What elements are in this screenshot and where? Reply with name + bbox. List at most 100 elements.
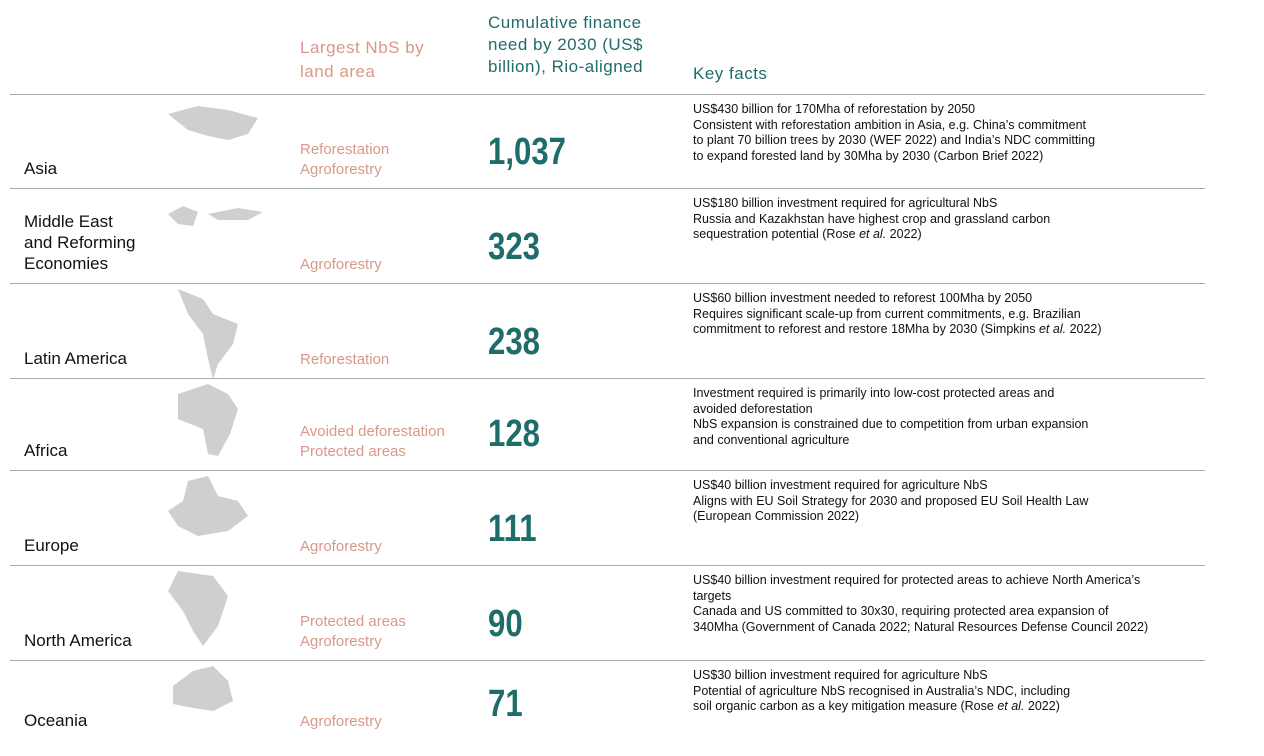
region-line: and Reforming — [24, 233, 136, 252]
fact-emphasis: et al. — [997, 699, 1025, 713]
finance-value: 323 — [488, 226, 540, 268]
fact-text: US$180 billion investment required for a… — [693, 196, 998, 210]
fact-text: Russia and Kazakhstan have highest crop … — [693, 211, 1051, 226]
nbs-item: Protected areas — [300, 613, 406, 630]
finance-value: 71 — [488, 683, 523, 725]
region-line: Africa — [24, 441, 68, 460]
row-rule — [10, 565, 1205, 566]
fact-text: to expand forested land by 30Mha by 2030… — [693, 148, 1044, 163]
fact-line: to expand forested land by 30Mha by 2030… — [693, 149, 1095, 165]
key-facts: US$40 billion investment required for ag… — [693, 478, 1088, 525]
fact-text: avoided deforestation — [693, 401, 813, 416]
fact-text: 2022) — [1024, 699, 1060, 713]
row-rule — [10, 188, 1205, 189]
region-name: Asia — [24, 158, 57, 179]
region-name: Oceania — [24, 710, 87, 731]
region-line: Europe — [24, 536, 79, 555]
fact-text: targets — [693, 588, 732, 603]
fact-text: Aligns with EU Soil Strategy for 2030 an… — [693, 493, 1089, 508]
key-facts: US$430 billion for 170Mha of reforestati… — [693, 102, 1095, 164]
header-facts: Key facts — [693, 64, 768, 83]
fact-text: Consistent with reforestation ambition i… — [693, 117, 1087, 132]
fact-text: to plant 70 billion trees by 2030 (WEF 2… — [693, 133, 1096, 147]
fact-text: US$30 billion investment required for ag… — [693, 668, 988, 682]
nbs-list: Agroforestry — [300, 255, 382, 275]
key-facts: US$60 billion investment needed to refor… — [693, 291, 1102, 338]
fact-text: US$40 billion investment required for pr… — [693, 573, 1141, 587]
row-rule — [10, 660, 1205, 661]
fact-line: sequestration potential (Rose et al. 202… — [693, 227, 1050, 243]
finance-value: 90 — [488, 603, 523, 645]
row-rule — [10, 378, 1205, 379]
nbs-item: Agroforestry — [300, 161, 382, 178]
fact-line: NbS expansion is constrained due to comp… — [693, 417, 1088, 433]
fact-text: 2022) — [1066, 322, 1102, 336]
fact-line: US$60 billion investment needed to refor… — [693, 291, 1102, 307]
region-map — [178, 384, 238, 456]
fact-line: Potential of agriculture NbS recognised … — [693, 684, 1070, 700]
row-rule — [10, 470, 1205, 471]
key-facts: US$180 billion investment required for a… — [693, 196, 1050, 243]
fact-line: US$40 billion investment required for pr… — [693, 573, 1148, 589]
fact-text: Requires significant scale-up from curre… — [693, 306, 1081, 321]
nbs-list: Reforestation — [300, 350, 389, 370]
fact-text: (European Commission 2022) — [693, 509, 860, 523]
header-nbs: Largest NbS by land area — [300, 38, 425, 81]
region-line: North America — [24, 631, 132, 650]
fact-text: Potential of agriculture NbS recognised … — [693, 683, 1071, 698]
region-map — [168, 476, 248, 536]
fact-text: and conventional agriculture — [693, 432, 850, 447]
nbs-item: Reforestation — [300, 351, 390, 368]
fact-line: soil organic carbon as a key mitigation … — [693, 699, 1070, 715]
fact-text: Investment required is primarily into lo… — [693, 386, 1055, 400]
fact-line: avoided deforestation — [693, 402, 1088, 418]
nbs-item: Agroforestry — [300, 713, 382, 730]
map-shape — [178, 384, 238, 456]
nbs-list: Reforestation Agroforestry — [300, 140, 389, 180]
region-line: Middle East — [24, 212, 113, 231]
fact-line: Investment required is primarily into lo… — [693, 386, 1088, 402]
nbs-list: Agroforestry — [300, 712, 382, 732]
finance-value: 238 — [488, 321, 540, 363]
finance-value: 111 — [488, 508, 537, 550]
fact-line: US$430 billion for 170Mha of reforestati… — [693, 102, 1095, 118]
header-finance: Cumulative finance need by 2030 (US$ bil… — [488, 13, 644, 76]
region-map — [168, 106, 258, 140]
finance-value: 128 — [488, 413, 540, 455]
key-facts: Investment required is primarily into lo… — [693, 386, 1088, 448]
fact-text: US$40 billion investment required for ag… — [693, 478, 988, 492]
fact-line: 340Mha (Government of Canada 2022; Natur… — [693, 620, 1148, 636]
fact-line: US$40 billion investment required for ag… — [693, 478, 1088, 494]
nbs-item: Agroforestry — [300, 538, 382, 555]
fact-line: (European Commission 2022) — [693, 509, 1088, 525]
map-shape — [168, 476, 248, 536]
region-map — [178, 289, 238, 379]
fact-line: Russia and Kazakhstan have highest crop … — [693, 212, 1050, 228]
fact-text: Canada and US committed to 30x30, requir… — [693, 604, 1109, 618]
nbs-item: Reforestation — [300, 141, 390, 158]
region-line: Economies — [24, 254, 109, 273]
region-map — [168, 206, 263, 226]
region-map — [168, 571, 228, 646]
region-name: Africa — [24, 440, 67, 461]
region-name: Latin America — [24, 348, 127, 369]
fact-line: Canada and US committed to 30x30, requir… — [693, 604, 1148, 620]
fact-text: 340Mha (Government of Canada 2022; Natur… — [693, 619, 1149, 634]
fact-line: and conventional agriculture — [693, 433, 1088, 449]
fact-text: US$60 billion investment needed to refor… — [693, 291, 1033, 305]
nbs-item: Avoided deforestation — [300, 423, 445, 440]
header-rule — [10, 94, 1205, 95]
region-line: Oceania — [24, 711, 88, 730]
key-facts: US$40 billion investment required for pr… — [693, 573, 1148, 635]
nbs-list: Agroforestry — [300, 537, 382, 557]
finance-value: 1,037 — [488, 131, 566, 173]
fact-emphasis: et al. — [1038, 322, 1067, 336]
nbs-item: Agroforestry — [300, 633, 382, 650]
map-shape — [178, 289, 238, 379]
fact-text: soil organic carbon as a key mitigation … — [693, 699, 998, 713]
fact-text: US$430 billion for 170Mha of reforestati… — [693, 102, 976, 116]
region-line: Latin America — [24, 349, 127, 368]
fact-text: 2022) — [886, 227, 922, 241]
page: Largest NbS by land area Cumulative fina… — [10, 13, 1205, 732]
nbs-item: Protected areas — [300, 443, 406, 460]
